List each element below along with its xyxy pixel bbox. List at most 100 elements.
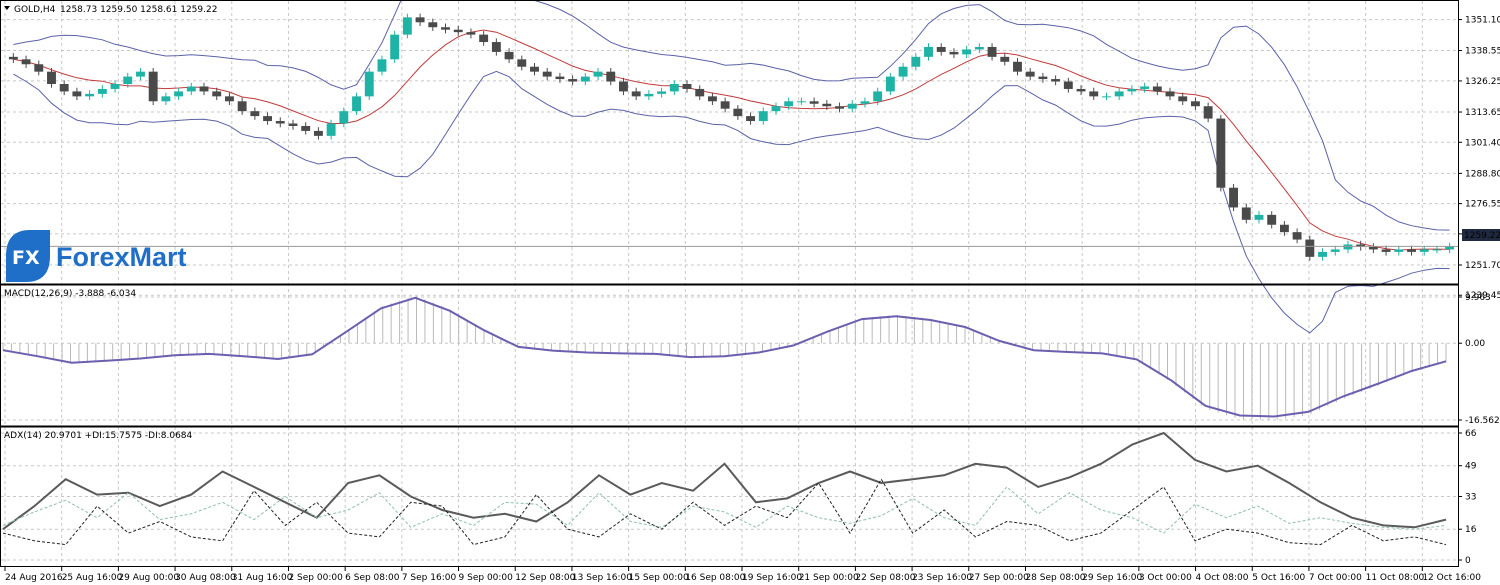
- candle-body: [441, 27, 450, 30]
- candle-body: [873, 91, 883, 102]
- candle-body: [110, 84, 120, 89]
- candle-body: [911, 56, 921, 67]
- price-axis-label: 1276.55: [1465, 200, 1500, 210]
- candle-body: [1292, 232, 1302, 240]
- logo-mark: FX: [12, 247, 40, 269]
- price-tag-box: [1462, 229, 1500, 241]
- candle-body: [1279, 224, 1289, 233]
- candle-body: [288, 123, 298, 126]
- candle-body: [263, 116, 273, 122]
- price-axis-label: 1313.65: [1465, 108, 1500, 118]
- x-axis-label: 27 Sep 00:00: [969, 573, 1029, 583]
- price-axis-label: 1251.70: [1465, 261, 1500, 271]
- candle-body: [466, 32, 476, 35]
- x-axis-label: 23 Sep 16:00: [912, 573, 972, 583]
- candle-body: [47, 71, 56, 85]
- x-axis-label: 30 Aug 08:00: [175, 573, 236, 583]
- candle-body: [1013, 61, 1022, 72]
- candle-body: [377, 59, 387, 72]
- candle-body: [733, 108, 743, 117]
- candle-body: [822, 103, 832, 107]
- candle-body: [695, 88, 705, 97]
- candle-body: [136, 71, 145, 77]
- candle-body: [313, 130, 323, 136]
- logo-name: ForexMart: [56, 242, 187, 272]
- candle-body: [339, 111, 349, 124]
- chart-header: GOLD,H4 1258.73 1259.50 1258.61 1259.22: [4, 5, 217, 15]
- price-axis-label: 1239.45: [1465, 291, 1500, 301]
- adx-series-adx-line: [2, 431, 1447, 531]
- candle-body: [517, 59, 527, 67]
- x-axis-label: 3 Oct 00:00: [1139, 573, 1192, 583]
- candle-body: [555, 76, 565, 80]
- candle-body: [161, 96, 171, 102]
- candle-body: [301, 125, 311, 131]
- x-axis-label: 31 Aug 16:00: [232, 573, 293, 583]
- x-axis-label: 12 Sep 08:00: [515, 573, 575, 583]
- candle-body: [898, 66, 908, 77]
- candle-body: [326, 123, 336, 136]
- candle-body: [720, 101, 730, 109]
- candle-body: [1038, 76, 1048, 80]
- candle-body: [1165, 91, 1175, 97]
- candle-body: [962, 49, 972, 55]
- candle-body: [657, 91, 667, 94]
- x-axis-label: 6 Sep 08:00: [345, 573, 400, 583]
- x-axis-label: 22 Sep 08:00: [855, 573, 915, 583]
- candle-body: [530, 66, 539, 72]
- candle-body: [1127, 88, 1137, 92]
- candle-body: [352, 96, 361, 112]
- candle-body: [924, 46, 933, 57]
- candle-body: [8, 56, 18, 60]
- candle-body: [428, 22, 438, 28]
- candle-body: [85, 93, 95, 97]
- candle-body: [186, 86, 196, 92]
- candle-body: [1229, 187, 1239, 208]
- candle-body: [885, 76, 895, 92]
- candle-body: [1381, 249, 1391, 252]
- candle-body: [1432, 249, 1442, 251]
- candle-body: [1394, 249, 1404, 252]
- x-axis-label: 7 Oct 00:00: [1309, 573, 1362, 583]
- candle-body: [364, 71, 374, 97]
- x-axis-label: 16 Sep 08:00: [685, 573, 745, 583]
- price-tag-value: 1259.22: [1464, 231, 1500, 241]
- candle-body: [987, 46, 997, 57]
- x-axis-label: 28 Sep 08:00: [1025, 573, 1085, 583]
- candle-body: [1241, 207, 1251, 220]
- candle-body: [682, 84, 692, 89]
- candle-body: [1445, 246, 1455, 250]
- candle-body: [1152, 86, 1162, 92]
- forexmart-logo: FX ForexMart: [6, 230, 187, 282]
- candle-body: [1089, 91, 1099, 97]
- candle-body: [835, 106, 844, 109]
- candle-body: [542, 71, 552, 77]
- candle-body: [746, 116, 756, 122]
- candle-body: [568, 79, 578, 82]
- candle-body: [1051, 79, 1061, 82]
- candle-body: [224, 96, 234, 102]
- macd-title: MACD(12,26,9) -3.888 -6.034: [4, 289, 136, 299]
- candle-body: [59, 84, 69, 92]
- candle-body: [1305, 239, 1315, 257]
- x-axis-label: 12 Oct 16:00: [1422, 573, 1481, 583]
- candle-body: [1190, 101, 1200, 107]
- candle-body: [1000, 56, 1010, 62]
- candle-body: [1343, 244, 1353, 250]
- candle-body: [771, 106, 781, 112]
- candle-body: [593, 71, 603, 77]
- macd-signal-line: [2, 296, 1447, 418]
- candle-body: [974, 46, 984, 50]
- candle-body: [1025, 71, 1035, 77]
- triangle-down-icon[interactable]: [4, 6, 10, 10]
- candle-body: [949, 51, 959, 55]
- candle-body: [402, 17, 412, 35]
- candle-body: [1407, 249, 1416, 252]
- adx-axis-label: 66: [1465, 429, 1477, 439]
- price-axis-label: 1351.10: [1465, 16, 1500, 26]
- candle-body: [669, 84, 679, 92]
- price-axis-label: 1338.55: [1465, 47, 1500, 57]
- candle-body: [1254, 214, 1264, 220]
